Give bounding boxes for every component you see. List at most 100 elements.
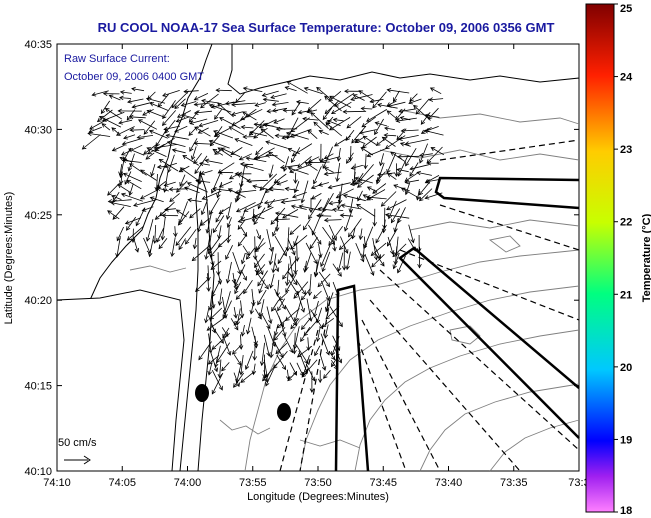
current-vector <box>374 118 384 135</box>
current-vector <box>213 215 225 233</box>
current-vector-head <box>313 179 318 185</box>
current-vector-head <box>287 147 293 153</box>
current-vector-head <box>310 112 316 117</box>
current-vector-head <box>171 148 177 153</box>
current-vector-head <box>398 136 403 141</box>
current-vector <box>270 273 275 288</box>
lane-dash-9 <box>279 329 319 472</box>
current-vector-head <box>312 294 318 300</box>
current-vector <box>145 152 155 160</box>
current-vector-head <box>366 186 372 191</box>
current-vector <box>256 229 261 240</box>
current-vector-head <box>253 214 258 220</box>
current-vector <box>358 90 375 101</box>
current-vector-head <box>235 295 241 300</box>
contour-9 <box>219 419 271 435</box>
current-vector-head <box>180 102 186 107</box>
current-vector <box>129 116 146 119</box>
current-vector-head <box>309 244 314 250</box>
current-vector <box>102 111 125 122</box>
current-vector <box>178 211 190 226</box>
current-vector <box>210 135 221 147</box>
current-vector-head <box>210 304 216 309</box>
current-vector <box>212 148 224 156</box>
current-vector <box>231 102 256 106</box>
current-vector-head <box>239 370 244 376</box>
current-vector-head <box>227 350 232 356</box>
current-vector <box>304 260 307 273</box>
current-vector <box>164 119 176 134</box>
current-vector-head <box>240 215 245 221</box>
current-vector-head <box>194 126 199 131</box>
current-vector <box>322 193 334 212</box>
current-vector <box>218 225 222 239</box>
current-vector-head <box>237 225 242 230</box>
scale-arrow-head <box>83 455 91 465</box>
current-vector <box>322 107 333 120</box>
current-vector-head <box>174 104 179 110</box>
current-vector-head <box>315 337 321 343</box>
current-vector <box>255 147 275 159</box>
current-vector <box>126 216 137 231</box>
current-vector <box>257 289 267 305</box>
current-vector <box>244 165 264 171</box>
current-vector <box>111 195 122 200</box>
current-vector-head <box>145 155 151 160</box>
current-vector <box>428 107 439 120</box>
current-vector <box>405 139 429 145</box>
current-vector <box>274 218 290 221</box>
current-vector-head <box>428 97 434 102</box>
current-vector <box>387 173 397 180</box>
current-vector <box>372 183 387 194</box>
current-vector <box>326 299 329 311</box>
current-vector-head <box>296 353 302 358</box>
current-vector-head <box>387 214 393 220</box>
current-vector <box>201 199 208 215</box>
current-vector <box>334 92 355 107</box>
current-vector <box>137 135 154 138</box>
current-vector <box>254 335 257 348</box>
current-vector-head <box>293 179 298 184</box>
current-vector <box>111 202 131 207</box>
current-vector-head <box>372 189 377 194</box>
current-vector-head <box>201 195 207 200</box>
current-vector-head <box>300 295 306 301</box>
current-vector-head <box>313 272 319 278</box>
current-vector-head <box>323 374 328 379</box>
current-vector-head <box>214 150 219 155</box>
current-vector <box>233 372 245 388</box>
current-vector-head <box>101 123 107 128</box>
current-vector <box>353 171 356 183</box>
current-vector <box>263 98 279 102</box>
current-vector-head <box>365 195 371 200</box>
current-vector-head <box>331 362 336 368</box>
x-tick-label: 73:45 <box>369 477 397 489</box>
figure-title: RU COOL NOAA-17 Sea Surface Temperature:… <box>98 20 555 35</box>
current-vector-head <box>418 152 424 158</box>
current-vector <box>189 118 208 124</box>
current-vector <box>154 224 157 244</box>
current-vector-head <box>281 365 287 371</box>
current-vector-head <box>327 184 333 190</box>
current-vector <box>344 209 353 232</box>
current-vector <box>181 114 197 120</box>
current-vector <box>245 108 257 118</box>
current-vector-head <box>268 173 273 179</box>
current-vector-head <box>326 119 332 124</box>
current-vector-head <box>321 267 326 273</box>
current-vector <box>167 141 186 147</box>
current-vector-head <box>252 356 258 361</box>
current-vector-head <box>253 155 259 161</box>
current-vector <box>255 147 264 155</box>
current-vector <box>131 88 145 92</box>
current-vector <box>362 246 365 258</box>
current-vector <box>431 147 445 156</box>
current-vector <box>240 269 247 281</box>
current-vector <box>290 234 308 250</box>
current-vector <box>229 126 245 136</box>
current-vector-head <box>295 99 301 105</box>
current-vector <box>214 109 223 120</box>
colorbar-tick-label: 19 <box>620 434 632 446</box>
current-vector-head <box>240 259 246 265</box>
current-vector-head <box>233 285 239 291</box>
